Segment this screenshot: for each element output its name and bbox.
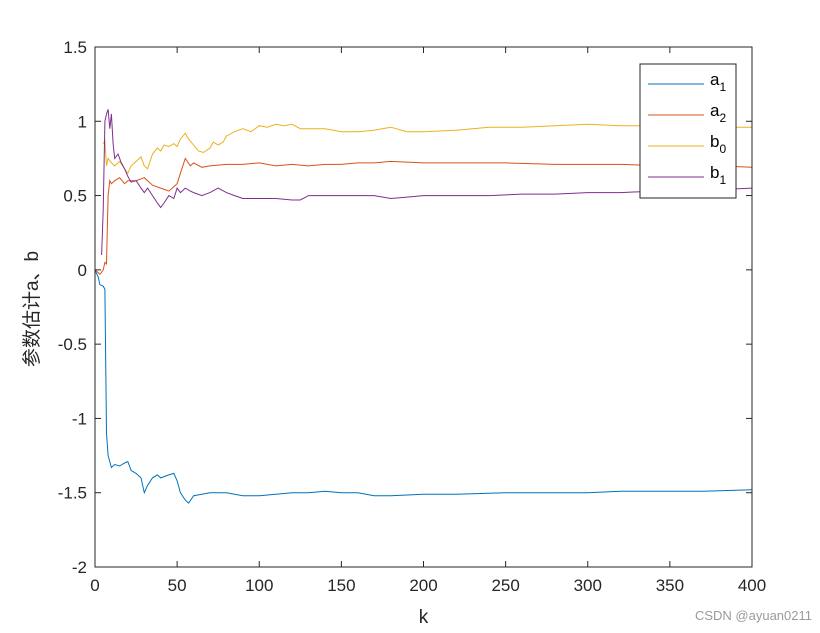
legend-box [639, 63, 737, 199]
plot-lines [94, 109, 753, 504]
legend-label: b1 [710, 163, 726, 187]
x-tick-label: 100 [245, 576, 273, 595]
legend-label: b0 [710, 132, 726, 156]
x-tick-label: 50 [168, 576, 187, 595]
x-axis-label: k [419, 607, 429, 628]
series-line-b0 [102, 123, 752, 175]
x-tick-label: 200 [409, 576, 437, 595]
x-tick-label: 300 [574, 576, 602, 595]
watermark: CSDN @ayuan0211 [694, 608, 812, 623]
y-tick-label: -0.5 [58, 335, 87, 354]
y-tick-label: -2 [72, 558, 87, 577]
y-tick-label: 0.5 [63, 187, 87, 206]
x-tick-label: 400 [738, 576, 766, 595]
y-tick-label: 1 [78, 112, 87, 131]
x-tick-label: 150 [327, 576, 355, 595]
x-tick-label: 0 [90, 576, 99, 595]
series-line-a1 [94, 269, 753, 504]
legend-label: a1 [710, 70, 726, 94]
series-line-a2 [94, 157, 753, 276]
legend: a1 a2 b0 b1 [639, 63, 737, 199]
y-axis-ticks: 1.5 1 0.5 0 -0.5 -1 -1.5 -2 [58, 38, 752, 577]
y-axis-label: 参数估计a、b [21, 251, 43, 367]
x-tick-label: 250 [491, 576, 519, 595]
y-tick-label: 1.5 [63, 38, 87, 57]
x-axis-ticks: 0 50 100 150 200 250 300 350 400 [90, 47, 766, 595]
series-line-b1 [101, 109, 753, 256]
y-tick-label: -1 [72, 409, 87, 428]
y-tick-label: -1.5 [58, 484, 87, 503]
y-tick-label: 0 [78, 261, 87, 280]
legend-label: a2 [710, 101, 726, 125]
x-tick-label: 350 [656, 576, 684, 595]
